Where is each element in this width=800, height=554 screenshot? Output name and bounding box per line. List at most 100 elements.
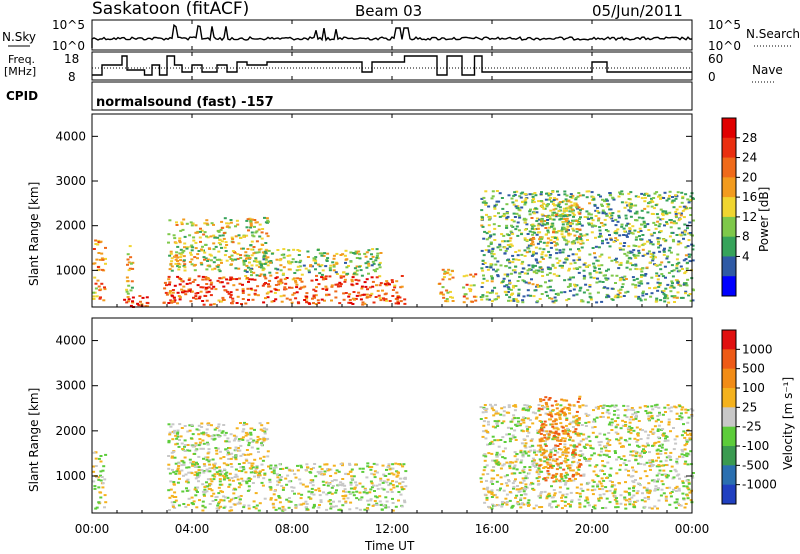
- range-cell: [244, 458, 248, 461]
- range-cell: [243, 453, 247, 456]
- velocity-colorbar-tick: -500: [742, 458, 769, 472]
- range-cell: [625, 234, 628, 237]
- range-cell: [516, 205, 520, 208]
- range-cell: [395, 485, 399, 488]
- range-cell: [332, 464, 336, 467]
- range-cell: [583, 216, 587, 218]
- range-cell: [591, 426, 595, 429]
- range-cell: [543, 436, 547, 439]
- range-cell: [267, 465, 270, 468]
- range-cell: [347, 295, 351, 298]
- range-cell: [687, 416, 691, 419]
- range-cell: [656, 436, 660, 439]
- range-cell: [502, 463, 506, 466]
- range-cell: [651, 253, 655, 256]
- range-cell: [499, 467, 503, 470]
- range-cell: [518, 272, 522, 275]
- range-cell: [537, 468, 541, 471]
- range-cell: [261, 440, 265, 443]
- range-cell: [194, 231, 198, 234]
- range-cell: [598, 480, 602, 483]
- range-cell: [272, 300, 276, 303]
- range-cell: [306, 256, 310, 258]
- range-cell: [682, 430, 686, 433]
- range-cell: [387, 484, 391, 487]
- range-cell: [523, 249, 527, 252]
- range-cell: [249, 471, 253, 474]
- range-cell: [493, 206, 497, 208]
- range-cell: [366, 465, 370, 468]
- range-cell: [214, 288, 218, 291]
- range-cell: [635, 268, 639, 271]
- range-cell: [539, 400, 543, 403]
- range-cell: [234, 235, 238, 238]
- range-cell: [231, 250, 235, 253]
- range-cell: [252, 439, 256, 442]
- range-cell: [270, 300, 274, 303]
- range-cell: [292, 486, 296, 489]
- range-cell: [571, 421, 575, 424]
- range-cell: [524, 201, 528, 204]
- range-cell: [540, 270, 544, 273]
- range-cell: [600, 205, 604, 207]
- range-cell: [207, 451, 211, 454]
- range-cell: [200, 263, 204, 266]
- range-cell: [659, 197, 662, 200]
- range-cell: [487, 224, 491, 227]
- range-cell: [536, 450, 540, 453]
- range-cell: [489, 264, 493, 267]
- range-cell: [247, 441, 251, 444]
- range-cell: [531, 253, 535, 256]
- range-cell: [533, 231, 537, 234]
- range-cell: [233, 503, 237, 506]
- range-cell: [620, 445, 623, 448]
- range-cell: [288, 254, 292, 257]
- range-cell: [554, 432, 558, 435]
- range-cell: [552, 218, 556, 221]
- range-cell: [493, 207, 497, 210]
- range-cell: [654, 204, 658, 207]
- range-cell: [682, 237, 685, 240]
- range-cell: [322, 491, 325, 494]
- range-cell: [332, 257, 336, 260]
- range-cell: [650, 205, 654, 208]
- range-cell: [223, 217, 227, 220]
- range-cell: [627, 232, 631, 235]
- range-cell: [516, 485, 519, 487]
- range-cell: [588, 253, 592, 256]
- range-cell: [222, 495, 226, 498]
- range-cell: [312, 467, 315, 469]
- range-cell: [319, 501, 323, 503]
- range-cell: [185, 480, 188, 483]
- range-cell: [339, 283, 343, 286]
- range-cell: [617, 210, 621, 213]
- range-cell: [493, 439, 497, 442]
- range-cell: [361, 470, 365, 473]
- range-cell: [546, 467, 550, 470]
- range-cell: [677, 487, 681, 490]
- cpid-panel-frame: [91, 81, 693, 111]
- range-cell: [241, 298, 245, 300]
- range-cell: [479, 480, 483, 483]
- range-cell: [449, 296, 453, 299]
- time-tick-label: 00:00: [675, 522, 710, 536]
- range-cell: [635, 440, 639, 443]
- range-cell: [535, 462, 539, 465]
- range-cell: [309, 471, 313, 474]
- range-cell: [256, 435, 260, 438]
- range-cell: [543, 490, 547, 493]
- range-cell: [177, 445, 181, 448]
- range-cell: [561, 264, 564, 267]
- range-cell: [340, 484, 344, 487]
- range-cell: [241, 292, 245, 294]
- range-cell: [331, 261, 335, 264]
- range-cell: [182, 249, 186, 252]
- range-cell: [521, 201, 524, 203]
- range-cell: [565, 223, 569, 226]
- range-cell: [230, 452, 234, 455]
- range-cell: [557, 413, 561, 416]
- range-cell: [575, 471, 579, 474]
- range-cell: [482, 277, 486, 280]
- range-cell: [229, 506, 233, 509]
- range-cell: [399, 493, 403, 496]
